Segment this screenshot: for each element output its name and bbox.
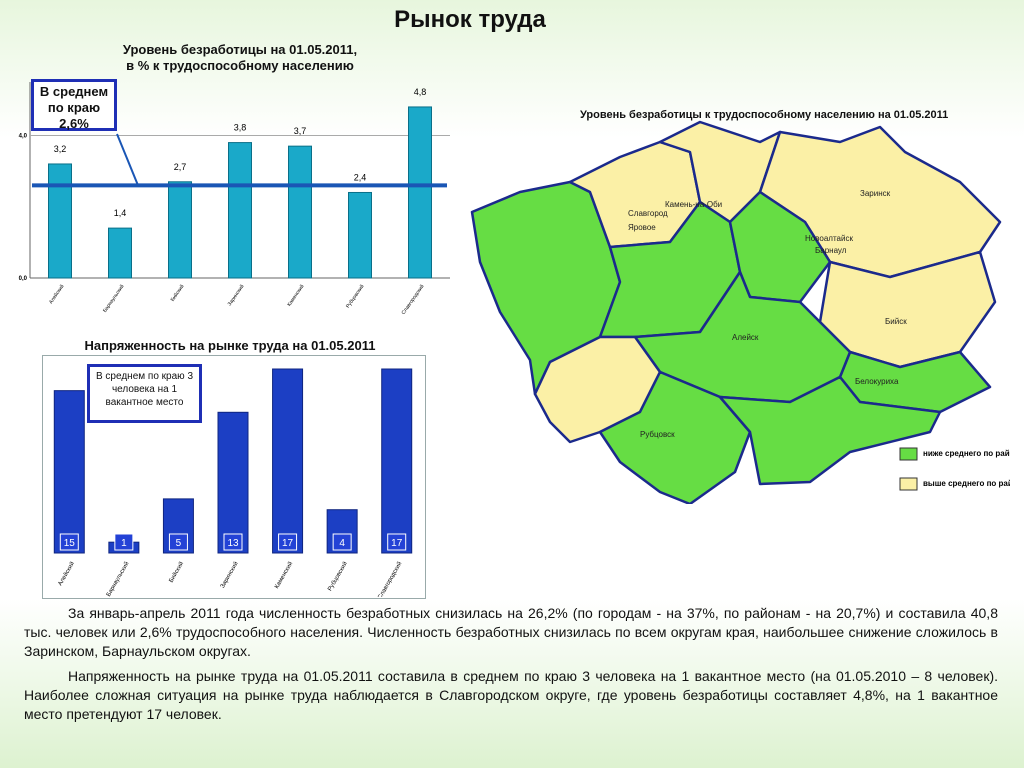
tension-value-label: 1: [121, 538, 127, 549]
unemployment-chart-title-line1: Уровень безработицы на 01.05.2011,: [122, 42, 358, 57]
unemployment-value-label: 2,4: [354, 172, 367, 182]
map-legend: ниже среднего по районам (городам) выше …: [899, 447, 1010, 491]
city-label-biysk: Бийск: [885, 317, 907, 326]
unemployment-category-label: Заринский: [226, 283, 246, 307]
page-title: Рынок труда: [394, 6, 546, 33]
legend-swatch-above: [899, 477, 918, 491]
unemployment-value-label: 3,7: [294, 126, 307, 136]
city-label-barnaul: Барнаул: [815, 246, 847, 255]
tension-value-label: 13: [227, 538, 239, 549]
tension-category-label: Барнаульский: [105, 561, 131, 598]
tension-value-box: [223, 533, 243, 551]
tension-category-label: Алейский: [57, 561, 76, 587]
unemployment-bar: [108, 227, 132, 279]
summary-text: За январь-апрель 2011 года численность б…: [24, 604, 998, 730]
summary-paragraph-2: Напряженность на рынке труда на 01.05.20…: [24, 668, 998, 722]
tension-chart: 15 Алейский 1 Барнаульский 5 Бийский 13 Заринск…: [53, 368, 413, 598]
tension-value-box: [332, 533, 352, 551]
unemployment-value-label: 3,2: [54, 144, 67, 154]
legend-swatch-below: [899, 447, 918, 461]
unemployment-value-label: 3,8: [234, 123, 247, 133]
city-label-yarovoe: Яровое: [628, 223, 656, 232]
tension-value-label: 5: [176, 538, 182, 549]
unemployment-category-label: Рубцовский: [344, 283, 365, 309]
city-label-zarinsk: Заринск: [860, 189, 891, 198]
legend-label-above: выше среднего по районам (городам): [923, 479, 1010, 488]
city-label-belokurikha: Белокуриха: [855, 377, 899, 386]
tension-category-label: Славгородский: [376, 561, 403, 598]
city-label-rubtsovsk: Рубцовск: [640, 430, 675, 439]
tension-value-box: [387, 533, 407, 551]
unemployment-category-label: Славгородский: [400, 283, 426, 316]
unemployment-category-label: Каменский: [286, 283, 306, 308]
city-label-aleysk: Алейск: [732, 333, 759, 342]
unemployment-chart-title: Уровень безработицы на 01.05.2011, в % к…: [40, 42, 440, 74]
unemployment-bar: [288, 145, 312, 279]
tension-bar: [217, 411, 249, 554]
unemployment-average-box: В среднем по краю 2,6%: [31, 79, 117, 131]
unemployment-category-label: Бийский: [169, 283, 186, 303]
unemployment-category-label: Алейский: [47, 283, 66, 305]
tension-value-label: 17: [282, 538, 294, 549]
tension-value-label: 15: [64, 538, 76, 549]
map-title: Уровень безработицы к трудоспособному на…: [580, 109, 949, 121]
unemployment-chart-subtitle: в % к трудоспособному населению: [126, 58, 354, 73]
unemployment-bar: [48, 163, 72, 279]
unemployment-ytick-label: 4,0: [19, 133, 28, 139]
tension-category-label: Рубцовский: [326, 561, 348, 593]
tension-bar: [381, 368, 413, 554]
unemployment-ytick-label: 0,0: [19, 276, 28, 282]
tension-value-label: 4: [339, 538, 345, 549]
map-area-southeast: [718, 375, 942, 486]
map-area-south: [598, 370, 752, 504]
legend-label-below: ниже среднего по районам (городам): [923, 449, 1010, 458]
tension-bar: [53, 390, 85, 554]
tension-category-label: Бийский: [168, 561, 186, 584]
city-label-slavgorod: Славгород: [628, 209, 668, 218]
unemployment-average-pointer: [116, 133, 139, 186]
tension-category-label: Каменский: [273, 561, 294, 590]
unemployment-value-label: 1,4: [114, 208, 127, 218]
tension-bar: [272, 368, 304, 554]
tension-value-label: 17: [391, 538, 403, 549]
tension-average-box: В среднем по краю 3 человека на 1 вакант…: [87, 364, 202, 423]
city-label-novoaltaysk: Новоалтайск: [805, 234, 853, 243]
tension-value-box: [168, 533, 188, 551]
city-label-kamen: Камень-на-Оби: [665, 200, 722, 209]
region-map: Славгород Яровое Камень-на-Оби Новоалтай…: [470, 120, 1010, 504]
summary-paragraph-1: За январь-апрель 2011 года численность б…: [24, 605, 998, 659]
tension-category-label: Заринский: [219, 561, 240, 590]
unemployment-bar: [228, 142, 252, 279]
unemployment-bar: [408, 106, 432, 279]
unemployment-bar: [348, 191, 372, 279]
unemployment-chart: 4,0 0,0 3,2 Алейский 1,4 Барнаульский 2,7 Бийск…: [19, 82, 450, 316]
unemployment-category-label: Барнаульский: [101, 283, 126, 314]
unemployment-value-label: 2,7: [174, 162, 187, 172]
tension-value-box: [278, 533, 298, 551]
unemployment-value-label: 4,8: [414, 87, 427, 97]
tension-value-box: [114, 533, 134, 551]
unemployment-bar: [168, 181, 192, 279]
tension-chart-title: Напряженность на рынке труда на 01.05.20…: [84, 338, 376, 353]
tension-value-box: [59, 533, 79, 551]
